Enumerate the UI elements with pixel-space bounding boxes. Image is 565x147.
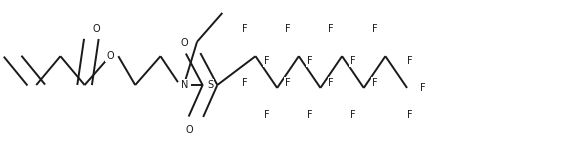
- Text: F: F: [420, 83, 425, 93]
- Text: F: F: [372, 24, 377, 34]
- Text: F: F: [407, 110, 412, 120]
- Text: F: F: [263, 110, 269, 120]
- Text: F: F: [350, 56, 356, 66]
- Text: F: F: [328, 78, 334, 88]
- Text: F: F: [285, 24, 291, 34]
- Text: F: F: [328, 24, 334, 34]
- Text: F: F: [263, 56, 269, 66]
- Text: F: F: [350, 110, 356, 120]
- Text: O: O: [185, 125, 193, 135]
- Text: F: F: [285, 78, 291, 88]
- Text: O: O: [106, 51, 114, 61]
- Text: N: N: [181, 80, 188, 90]
- Text: F: F: [242, 78, 247, 88]
- Text: F: F: [407, 56, 412, 66]
- Text: F: F: [307, 110, 312, 120]
- Text: F: F: [372, 78, 377, 88]
- Text: S: S: [207, 80, 213, 90]
- Text: O: O: [181, 38, 189, 48]
- Text: F: F: [307, 56, 312, 66]
- Text: O: O: [92, 24, 99, 34]
- Text: F: F: [242, 24, 247, 34]
